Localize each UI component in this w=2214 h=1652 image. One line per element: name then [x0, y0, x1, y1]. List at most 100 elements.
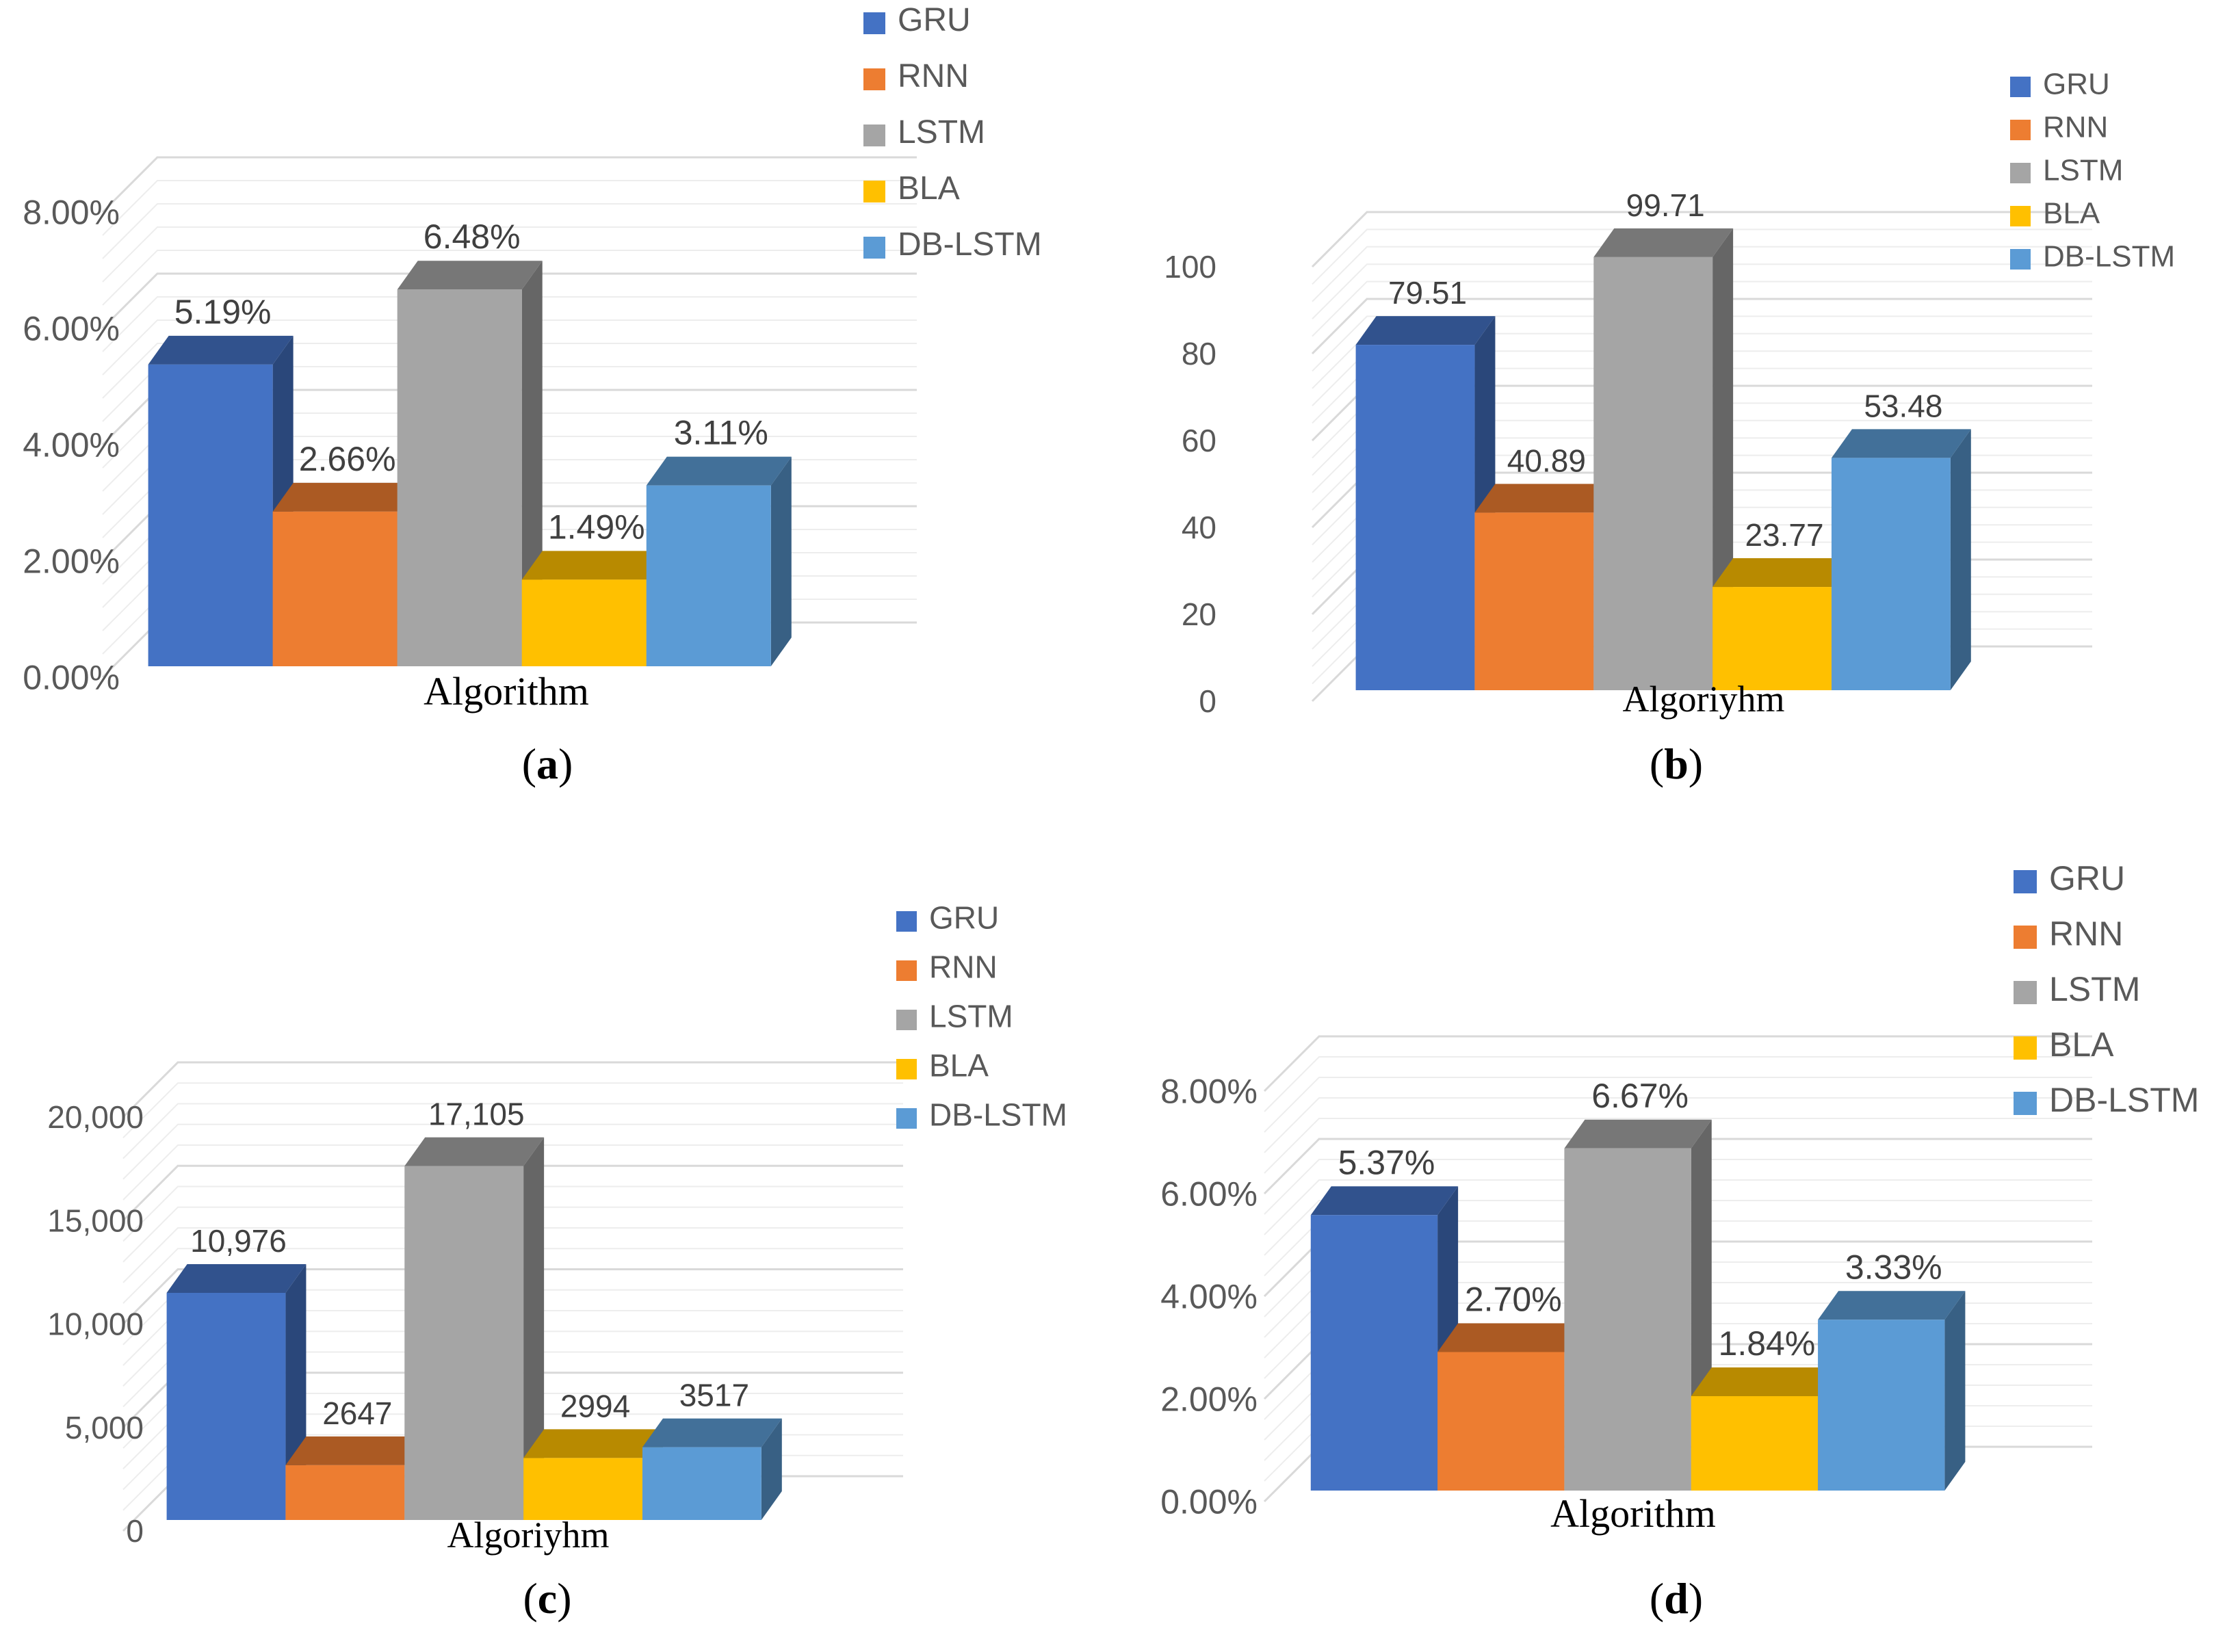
caption-b: (b)	[1649, 739, 1704, 788]
legend-label: BLA	[2043, 197, 2100, 231]
legend-swatch	[896, 1010, 917, 1030]
y-tick-label: 80	[1182, 336, 1216, 371]
bar-top	[1437, 1323, 1585, 1352]
bar-top	[646, 456, 792, 486]
gridline	[122, 1061, 903, 1118]
legend-label: DB-LSTM	[929, 1097, 1067, 1133]
bar-bla	[523, 1429, 663, 1520]
data-label: 5.19%	[174, 293, 272, 331]
bar-top	[148, 335, 294, 365]
y-tick-label: 6.00%	[1160, 1175, 1258, 1214]
chart-panel-c: 0 5,000 10,000 15,000 20,000 10,976 2647 17,105…	[0, 794, 1107, 1652]
legend-label: GRU	[2043, 68, 2110, 101]
legend-swatch	[863, 124, 885, 146]
y-tick-label: 20	[1182, 596, 1216, 632]
chart-panel-a: 0.00% 2.00% 4.00% 6.00% 8.00% 5.19% 2.66% 6.48%…	[0, 0, 1107, 739]
bar-top	[642, 1418, 782, 1447]
data-label: 40.89	[1507, 443, 1586, 478]
legend: GRU RNN LSTM BLA DB-LSTM	[896, 900, 1067, 1133]
bar-top	[1593, 228, 1734, 257]
bar-gru	[148, 335, 294, 666]
bar-top	[1691, 1367, 1839, 1396]
bar-front	[148, 364, 273, 666]
gridline	[1311, 211, 2092, 268]
y-tick-label: 5,000	[65, 1410, 144, 1445]
minor-gridline	[1264, 1118, 2092, 1174]
gridline	[101, 272, 917, 330]
data-label: 6.67%	[1591, 1077, 1689, 1115]
minor-gridline	[1264, 1200, 2092, 1256]
legend-label: LSTM	[2043, 154, 2123, 187]
y-tick-label: 100	[1164, 249, 1216, 285]
legend-label: BLA	[2049, 1025, 2114, 1064]
bar-gru	[1355, 316, 1496, 690]
y-tick-label: 0.00%	[1160, 1483, 1258, 1521]
legend-swatch	[2010, 120, 2031, 140]
bar-top	[404, 1137, 545, 1166]
bar-rnn	[272, 482, 418, 666]
bar-top	[1355, 316, 1496, 345]
legend-swatch	[863, 68, 885, 90]
y-tick-label: 4.00%	[23, 426, 120, 464]
bar-side	[1944, 1291, 1966, 1491]
bar-front	[1818, 1320, 1945, 1491]
chart-panel-d: 0.00% 2.00% 4.00% 6.00% 8.00% 5.37% 2.70% 6.67%…	[1107, 794, 2214, 1652]
bar-top	[1310, 1186, 1459, 1216]
minor-gridline	[102, 180, 917, 236]
minor-gridline	[102, 203, 917, 259]
minor-gridline	[122, 1103, 903, 1159]
legend-label: DB-LSTM	[898, 226, 1042, 263]
caption-a: (a)	[521, 739, 573, 788]
legend-swatch	[2014, 1036, 2037, 1060]
bar-db-lstm	[642, 1418, 782, 1520]
y-tick-label: 15,000	[47, 1203, 144, 1238]
bar-front	[646, 485, 771, 666]
bar-top	[1818, 1291, 1966, 1320]
legend-swatch	[2014, 981, 2037, 1004]
bar-front	[1310, 1215, 1438, 1491]
y-tick-label: 20,000	[47, 1099, 144, 1135]
bar-db-lstm	[1818, 1291, 1966, 1491]
bar-top	[521, 551, 667, 580]
bar-side	[761, 1418, 782, 1520]
bar-gru	[1310, 1186, 1459, 1491]
minor-gridline	[102, 226, 917, 283]
bar-front	[642, 1447, 761, 1520]
legend-label: GRU	[2049, 859, 2125, 897]
minor-gridline	[1264, 1159, 2092, 1215]
bar-front	[1593, 257, 1713, 690]
y-tick-label: 0.00%	[23, 659, 120, 697]
y-tick-label: 8.00%	[23, 194, 120, 232]
minor-gridline	[102, 250, 917, 306]
y-tick-label: 6.00%	[23, 310, 120, 348]
bar-front	[521, 579, 647, 666]
data-label: 6.48%	[424, 218, 521, 256]
legend-label: RNN	[2043, 111, 2108, 144]
bar-top	[272, 482, 418, 512]
minor-gridline	[1264, 1179, 2092, 1235]
data-label: 10,976	[190, 1223, 287, 1259]
minor-gridline	[122, 1185, 903, 1242]
data-label: 23.77	[1745, 517, 1823, 553]
legend-label: BLA	[929, 1048, 989, 1084]
minor-gridline	[1312, 263, 2092, 319]
bar-front	[1712, 587, 1832, 690]
caption-c: (c)	[523, 1574, 572, 1623]
bar-top	[523, 1429, 663, 1458]
data-label: 2.70%	[1465, 1281, 1562, 1319]
minor-gridline	[1312, 246, 2092, 302]
data-label: 79.51	[1388, 275, 1467, 311]
data-label: 17,105	[428, 1097, 525, 1132]
bar-front	[166, 1292, 286, 1520]
data-label: 1.49%	[548, 508, 645, 546]
bar-top	[1564, 1119, 1712, 1149]
x-axis-label: Algorithm	[424, 669, 589, 713]
bar-lstm	[397, 261, 543, 666]
bar-front	[1564, 1148, 1691, 1491]
gridline	[1263, 1035, 2092, 1092]
data-label: 2.66%	[299, 440, 396, 478]
y-tick-label: 2.00%	[23, 542, 120, 581]
bar-front	[1355, 345, 1475, 690]
y-tick-label: 8.00%	[1160, 1073, 1258, 1111]
